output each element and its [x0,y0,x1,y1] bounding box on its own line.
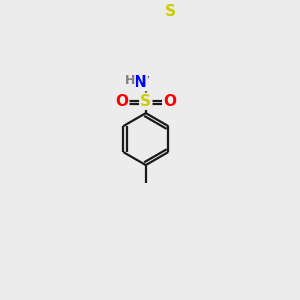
Text: S: S [140,94,151,109]
Text: O: O [163,94,176,109]
Text: S: S [165,4,176,19]
Text: O: O [115,94,128,109]
Text: N: N [134,75,147,90]
Text: H: H [124,74,135,87]
